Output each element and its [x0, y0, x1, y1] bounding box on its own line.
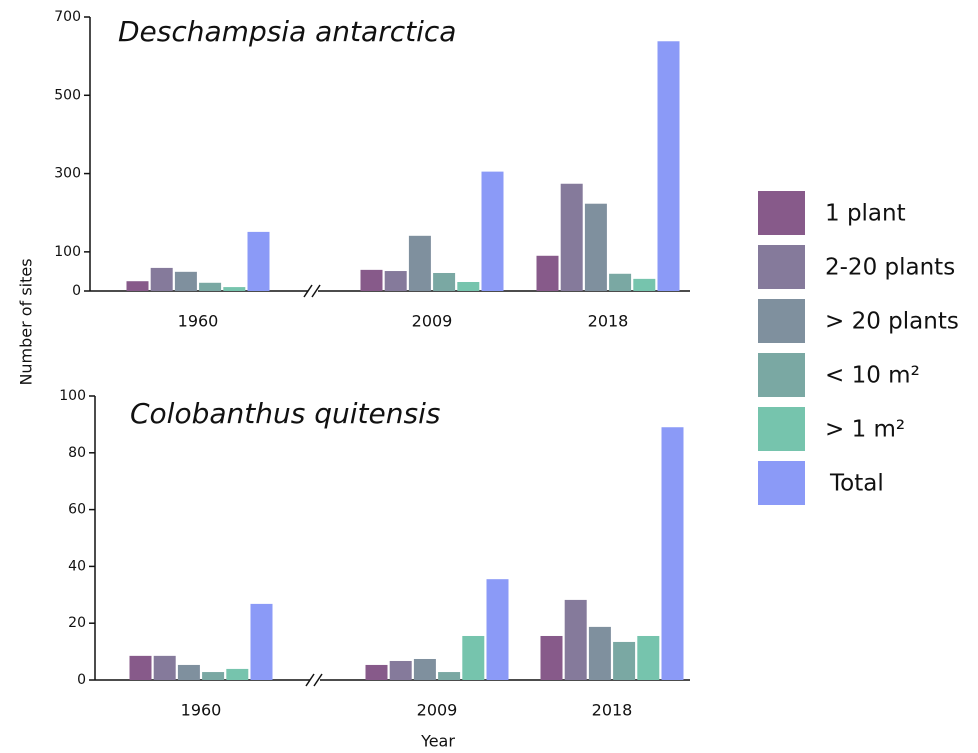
y-tick-label: 700	[54, 9, 81, 25]
y-tick-label: 80	[68, 445, 86, 461]
bar	[153, 655, 176, 680]
bar	[540, 635, 563, 680]
legend-label: > 20 plants	[825, 309, 959, 335]
axis-break	[303, 284, 323, 687]
bar	[177, 664, 200, 680]
bar	[657, 41, 680, 291]
y-tick-label: 300	[54, 166, 81, 182]
bar	[129, 655, 152, 680]
legend-swatch	[758, 191, 805, 235]
y-axis-label: Number of sites	[17, 258, 36, 385]
legend-swatch	[758, 407, 805, 451]
chart-title: Deschampsia antarctica	[118, 15, 456, 48]
y-tick-label: 500	[54, 87, 81, 103]
legend-label: > 1 m²	[825, 417, 905, 443]
legend-label: Total	[829, 471, 884, 497]
bar	[609, 273, 632, 291]
bar	[247, 231, 270, 291]
legend-swatch	[758, 245, 805, 289]
bar	[126, 281, 149, 291]
y-tick-label: 20	[68, 615, 86, 631]
bar	[457, 281, 480, 291]
y-tick-label: 60	[68, 502, 86, 518]
bar	[226, 668, 249, 680]
bar	[536, 255, 559, 291]
x-tick-label: 2009	[412, 312, 453, 331]
x-axis-label: Year	[420, 732, 455, 751]
x-tick-label: 2018	[592, 701, 633, 720]
y-tick-label: 100	[59, 388, 86, 404]
bar	[613, 641, 636, 680]
bar	[486, 579, 509, 680]
bar	[250, 603, 273, 680]
bar	[588, 626, 611, 680]
bar	[174, 271, 197, 291]
legend-label: < 10 m²	[825, 363, 920, 389]
bar	[481, 171, 504, 291]
legend-label: 1 plant	[825, 201, 906, 227]
legend-swatch	[758, 299, 805, 343]
chart-title: Colobanthus quitensis	[130, 397, 440, 430]
bar	[637, 635, 660, 680]
bar	[661, 427, 684, 680]
bar	[389, 660, 412, 680]
x-tick-label: 2018	[588, 312, 629, 331]
bar	[413, 658, 436, 680]
bar	[433, 272, 456, 291]
bar	[408, 235, 431, 291]
x-tick-label: 1960	[181, 701, 222, 720]
bar	[199, 282, 222, 291]
bar	[564, 599, 587, 680]
legend-swatch	[758, 353, 805, 397]
bar	[202, 672, 225, 680]
y-tick-label: 100	[54, 244, 81, 260]
y-tick-label: 40	[68, 558, 86, 574]
bar	[560, 183, 583, 291]
x-tick-label: 2009	[417, 701, 458, 720]
bar	[223, 287, 246, 291]
legend-swatch	[758, 461, 805, 505]
y-tick-label: 0	[72, 283, 81, 299]
bar	[150, 267, 173, 291]
bar	[438, 672, 461, 680]
bar	[365, 664, 388, 680]
y-tick-label: 0	[77, 672, 86, 688]
legend-label: 2-20 plants	[825, 255, 955, 281]
bar	[462, 635, 485, 680]
bar	[584, 203, 607, 291]
x-tick-label: 1960	[178, 312, 219, 331]
bar	[384, 271, 407, 291]
bar	[360, 269, 383, 291]
bar	[633, 278, 656, 291]
